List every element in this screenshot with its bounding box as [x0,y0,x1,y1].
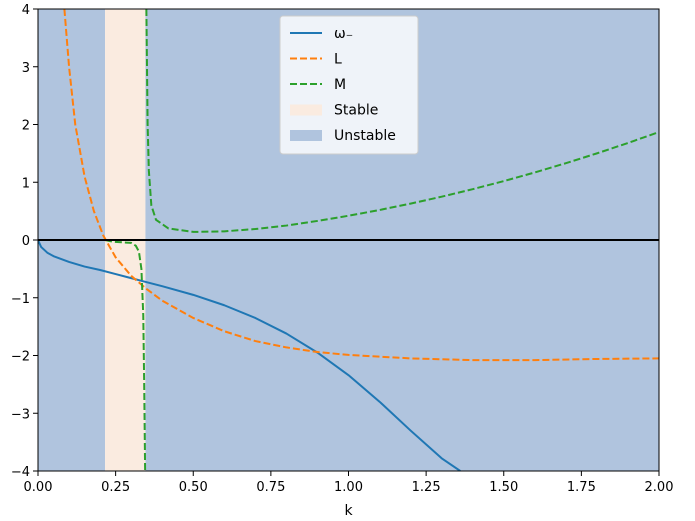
y-tick-label: 3 [22,61,30,76]
series-line-2 [104,9,659,471]
series-line-0 [38,239,461,471]
y-tick-label: −2 [11,350,30,365]
x-tick-label: 0.50 [179,480,208,495]
x-tick-label: 0.25 [101,480,130,495]
legend-label-0: ω₋ [334,26,353,42]
y-axis: −4 −3 −2 −1 0 1 2 3 4 [11,3,38,480]
x-tick-label: 0.00 [24,480,53,495]
y-tick-label: 1 [22,176,30,191]
y-tick-label: 2 [22,119,30,134]
x-tick-label: 1.50 [489,480,518,495]
x-axis: 0.00 0.25 0.50 0.75 1.00 1.25 1.50 1.75 2.00 [24,471,674,495]
x-tick-label: 1.75 [567,480,596,495]
legend-label-1: L [334,52,342,68]
legend-swatch-3 [290,104,322,116]
legend-label-4: Unstable [334,128,396,144]
y-tick-label: −1 [11,292,30,307]
y-tick-label: −4 [11,465,30,480]
legend-swatch-4 [290,130,322,141]
x-tick-label: 1.25 [412,480,441,495]
y-tick-label: 4 [22,3,30,18]
x-axis-label: k [344,503,353,519]
legend: ω₋ LM Stable Unstable [279,15,419,155]
x-tick-label: 0.75 [256,480,285,495]
legend-box [279,15,419,155]
y-tick-label: 0 [22,234,30,249]
legend-label-2: M [334,77,346,93]
legend-label-3: Stable [334,103,378,119]
x-tick-label: 2.00 [645,480,674,495]
x-tick-label: 1.00 [334,480,363,495]
series-layer [38,9,659,471]
series-line-1 [63,9,659,362]
y-tick-label: −3 [11,407,30,422]
